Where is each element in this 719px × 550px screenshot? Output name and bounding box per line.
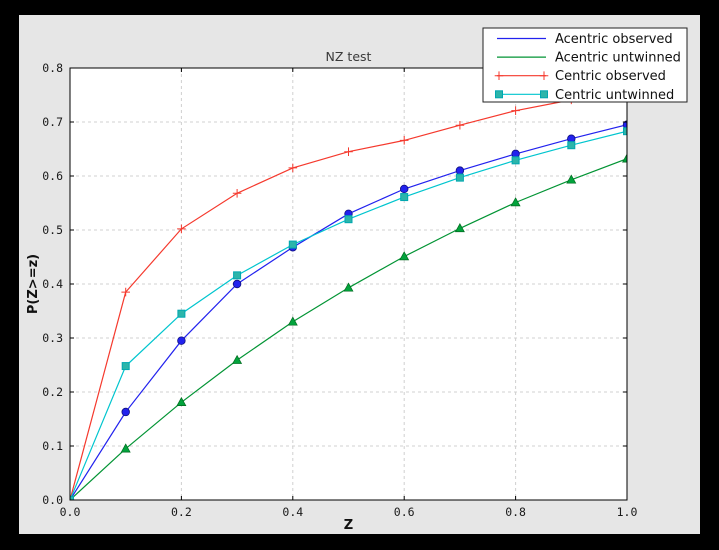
y-tick-label: 0.2 bbox=[42, 385, 63, 399]
x-axis-label: Z bbox=[344, 518, 353, 533]
y-axis-label: P(Z>=z) bbox=[26, 254, 41, 314]
legend-label-centric-observed: Centric observed bbox=[555, 69, 666, 84]
square-marker bbox=[121, 362, 130, 371]
square-marker bbox=[623, 127, 627, 136]
plus-marker bbox=[232, 188, 242, 198]
square-marker bbox=[233, 271, 242, 280]
y-tick-label: 0.3 bbox=[42, 331, 63, 345]
triangle-marker bbox=[120, 443, 131, 453]
square-marker bbox=[177, 309, 186, 318]
plus-marker bbox=[288, 163, 298, 173]
y-tick-label: 0.7 bbox=[42, 115, 63, 129]
chart-title: NZ test bbox=[326, 49, 372, 64]
circle-marker bbox=[232, 279, 242, 289]
plus-marker bbox=[399, 136, 409, 145]
legend-label-acentric-observed: Acentric observed bbox=[555, 32, 673, 47]
square-marker bbox=[567, 141, 576, 150]
circle-marker bbox=[622, 120, 627, 129]
triangle-marker bbox=[399, 251, 410, 261]
square-marker bbox=[400, 193, 409, 202]
axis-ticks bbox=[69, 67, 628, 501]
triangle-marker bbox=[176, 396, 187, 407]
triangle-marker bbox=[566, 174, 577, 184]
series-markers-acentric-untwinned bbox=[70, 153, 627, 500]
legend-label-acentric-untwinned: Acentric untwinned bbox=[555, 51, 681, 66]
legend-square-marker bbox=[495, 90, 503, 99]
series-markers-centric-untwinned bbox=[70, 127, 627, 500]
triangle-marker bbox=[287, 316, 298, 326]
x-tick-label: 0.0 bbox=[60, 505, 81, 519]
x-tick-label: 0.2 bbox=[171, 505, 192, 519]
y-tick-label: 0.6 bbox=[42, 169, 63, 183]
triangle-marker bbox=[454, 223, 465, 233]
series-markers-acentric-observed bbox=[70, 120, 627, 500]
y-tick-label: 0.5 bbox=[42, 223, 63, 237]
square-marker bbox=[344, 215, 353, 224]
legend-label-centric-untwinned: Centric untwinned bbox=[555, 88, 674, 103]
x-tick-label: 0.8 bbox=[505, 505, 526, 519]
y-tick-label: 0.0 bbox=[42, 493, 63, 507]
series-group bbox=[70, 86, 627, 500]
square-marker bbox=[511, 156, 520, 165]
legend: Acentric observed Acentric untwinned Centr… bbox=[482, 27, 688, 103]
y-tick-label: 0.1 bbox=[42, 439, 63, 453]
plus-marker bbox=[511, 106, 520, 115]
triangle-marker bbox=[510, 197, 521, 207]
plus-marker bbox=[344, 147, 353, 156]
y-tick-label: 0.8 bbox=[42, 61, 63, 75]
legend-plus-marker bbox=[539, 71, 549, 80]
triangle-marker bbox=[232, 354, 243, 364]
circle-marker bbox=[455, 166, 465, 175]
x-tick-label: 0.4 bbox=[282, 505, 303, 519]
x-tick-label: 0.6 bbox=[394, 505, 415, 519]
circle-marker bbox=[121, 407, 130, 417]
plus-marker bbox=[455, 120, 465, 130]
triangle-marker bbox=[343, 282, 354, 292]
legend-plus-marker bbox=[494, 71, 504, 80]
plus-marker bbox=[177, 224, 186, 234]
x-tick-label: 1.0 bbox=[617, 505, 638, 519]
circle-marker bbox=[177, 336, 186, 345]
legend-box bbox=[482, 27, 688, 103]
square-marker bbox=[455, 173, 464, 182]
square-marker bbox=[70, 496, 74, 500]
y-tick-label: 0.4 bbox=[42, 277, 63, 291]
plus-marker bbox=[121, 287, 130, 297]
square-marker bbox=[288, 240, 297, 249]
legend-square-marker bbox=[540, 90, 548, 99]
triangle-marker bbox=[622, 153, 627, 163]
circle-marker bbox=[400, 184, 409, 194]
